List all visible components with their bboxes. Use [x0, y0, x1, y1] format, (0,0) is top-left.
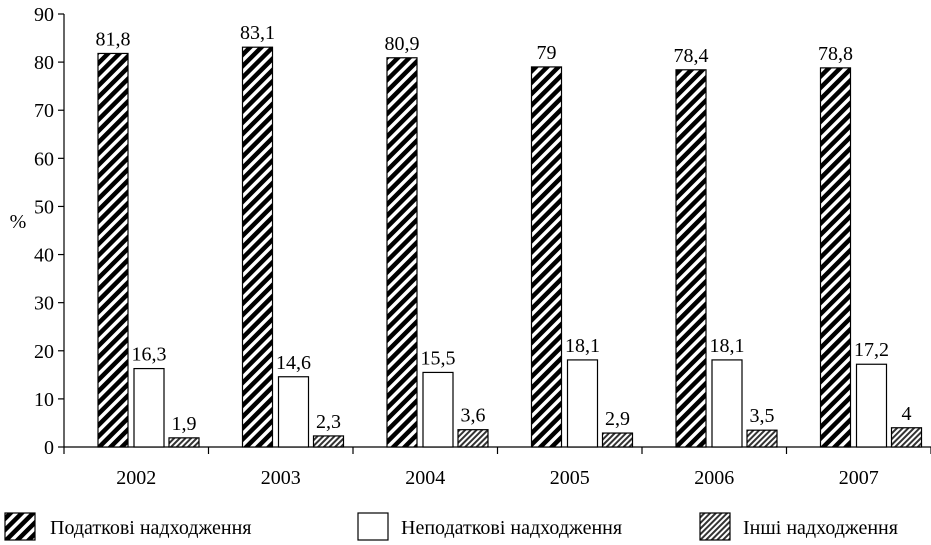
legend-item-tax-revenue: Податкові надходження [4, 512, 251, 541]
bar-other-revenue-2003 [312, 435, 345, 448]
x-tick-label: 2004 [405, 467, 445, 489]
y-tick-label: 50 [34, 196, 54, 218]
y-tick-label: 80 [34, 52, 54, 74]
y-tick-label: 60 [34, 148, 54, 170]
legend-item-non-tax-revenue: Неподаткові надходження [357, 512, 622, 541]
x-tick-label: 2002 [116, 467, 156, 489]
legend: Податкові надходження Неподаткові надходж… [4, 512, 898, 541]
data-label-non-tax-revenue-2004: 15,5 [421, 347, 456, 369]
y-tick-label: 90 [34, 4, 54, 26]
data-label-other-revenue-2005: 2,9 [605, 408, 630, 430]
legend-swatch-tax-revenue [4, 512, 36, 541]
y-tick-label: 20 [34, 341, 54, 363]
bar-non-tax-revenue-2005 [566, 359, 599, 448]
data-label-tax-revenue-2004: 80,9 [385, 33, 420, 55]
legend-swatch-non-tax-revenue [357, 512, 389, 541]
axes: 0 10 20 30 40 50 60 70 80 90 2002 2003 2004 2005 2006 2… [34, 4, 931, 489]
data-label-non-tax-revenue-2007: 17,2 [854, 339, 889, 361]
data-label-other-revenue-2003: 2,3 [316, 411, 341, 433]
x-tick-label: 2007 [839, 467, 879, 489]
x-tick-label: 2003 [261, 467, 301, 489]
data-label-tax-revenue-2002: 81,8 [96, 28, 131, 50]
bar-non-tax-revenue-2004 [422, 371, 454, 448]
y-tick-label: 30 [34, 293, 54, 315]
data-label-tax-revenue-2003: 83,1 [240, 22, 275, 44]
data-label-non-tax-revenue-2005: 18,1 [565, 335, 600, 357]
data-label-other-revenue-2002: 1,9 [172, 413, 197, 435]
data-label-other-revenue-2004: 3,6 [461, 405, 486, 427]
data-labels: 81,8 83,1 80,9 79 78,4 78,8 16,3 14,6 15,5 18,1 18… [96, 22, 912, 435]
legend-swatch-other-revenue [699, 512, 731, 541]
y-axis-label: % [10, 211, 27, 233]
bar-other-revenue-2006 [746, 429, 778, 448]
bar-tax-revenue-2003 [241, 46, 274, 448]
bar-tax-revenue-2004 [386, 57, 418, 448]
data-label-non-tax-revenue-2002: 16,3 [132, 344, 167, 366]
bar-tax-revenue-2005 [530, 66, 563, 448]
data-label-other-revenue-2006: 3,5 [750, 405, 775, 427]
data-label-non-tax-revenue-2006: 18,1 [710, 335, 745, 357]
x-tick-label: 2006 [694, 467, 734, 489]
data-label-other-revenue-2007: 4 [902, 403, 912, 425]
bar-other-revenue-2005 [601, 432, 634, 448]
bar-non-tax-revenue-2002 [133, 367, 165, 448]
data-label-tax-revenue-2006: 78,4 [674, 45, 709, 67]
bar-tax-revenue-2007 [819, 67, 852, 448]
bar-non-tax-revenue-2003 [277, 376, 310, 448]
bar-non-tax-revenue-2007 [855, 363, 888, 448]
y-tick-label: 0 [44, 437, 54, 459]
data-label-tax-revenue-2007: 78,8 [818, 43, 853, 65]
bar-other-revenue-2002 [168, 437, 200, 448]
bars [97, 46, 923, 448]
legend-label-other-revenue: Інші надходження [743, 517, 898, 539]
bar-tax-revenue-2002 [97, 52, 129, 448]
data-label-tax-revenue-2005: 79 [537, 42, 557, 64]
bar-tax-revenue-2006 [675, 69, 707, 448]
data-label-non-tax-revenue-2003: 14,6 [276, 352, 311, 374]
legend-label-tax-revenue: Податкові надходження [50, 517, 251, 539]
x-tick-label: 2005 [550, 467, 590, 489]
y-tick-label: 40 [34, 245, 54, 267]
legend-label-non-tax-revenue: Неподаткові надходження [401, 517, 622, 539]
bar-other-revenue-2004 [457, 429, 489, 448]
bar-non-tax-revenue-2006 [711, 359, 743, 448]
legend-item-other-revenue: Інші надходження [699, 512, 898, 541]
bar-other-revenue-2007 [890, 427, 923, 448]
y-tick-label: 10 [34, 389, 54, 411]
y-tick-label: 70 [34, 100, 54, 122]
